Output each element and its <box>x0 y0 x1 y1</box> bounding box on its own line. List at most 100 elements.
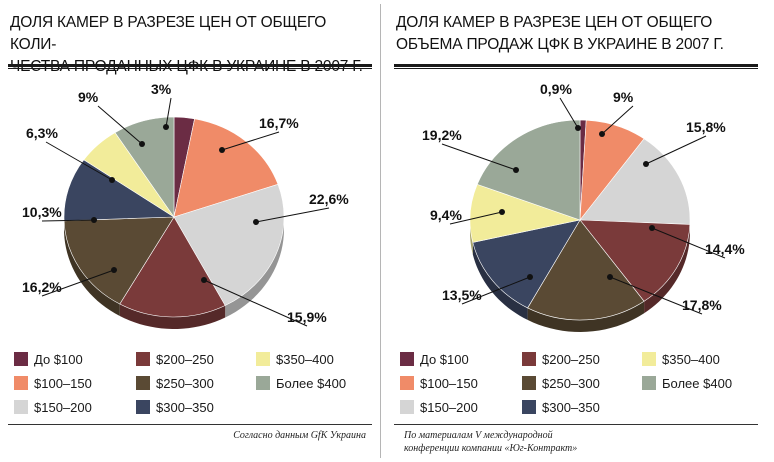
source-line: конференции компании «Юг-Контракт» <box>404 443 578 454</box>
pie-chart-revenue: 0,9% 9% 15,8% 14,4% 17,8% 13,5% 9,4% 19,2% <box>422 81 745 332</box>
pie-slice-side <box>527 301 645 332</box>
panel-separator <box>380 4 381 458</box>
data-label: 0,9% <box>540 81 572 97</box>
legend-swatch <box>256 376 270 390</box>
data-label: 9% <box>613 89 634 105</box>
legend-item: $200–250 <box>136 350 214 368</box>
data-label: 9% <box>78 89 99 105</box>
data-label: 22,6% <box>309 191 349 207</box>
legend-item: Более $400 <box>256 374 346 392</box>
leader-line <box>165 97 172 128</box>
pie-slice <box>579 138 691 225</box>
data-label: 3% <box>151 81 172 97</box>
leader-dot <box>111 267 117 273</box>
leader-dot <box>109 177 115 183</box>
leader-line <box>461 276 531 305</box>
leader-dot <box>527 274 533 280</box>
legend-label: $300–350 <box>156 399 214 415</box>
pie-slice-side <box>64 220 120 317</box>
chart-legend: До $100 $100–150 $150–200 $200–250 $250–300 $… <box>10 350 372 426</box>
legend-label: $350–400 <box>276 351 334 367</box>
legend-swatch <box>522 352 536 366</box>
legend-label: $100–150 <box>420 375 478 391</box>
leader-line <box>41 269 115 297</box>
source-note: По материалам V международной конференци… <box>404 429 577 455</box>
chart-panel-revenue: ДОЛЯ КАМЕР В РАЗРЕЗЕ ЦЕН ОТ ОБЩЕГО ОБЪЕМ… <box>390 0 762 462</box>
data-label: 16,7% <box>259 115 299 131</box>
legend-item: До $100 <box>14 350 83 368</box>
legend-item: $250–300 <box>136 374 214 392</box>
leader-dot <box>599 131 605 137</box>
pie-slice <box>579 219 691 302</box>
data-label: 16,2% <box>22 279 62 295</box>
chart-title-line: ДОЛЯ КАМЕР В РАЗРЕЗЕ ЦЕН ОТ ОБЩЕГО <box>396 14 713 31</box>
pie-chart-units: 3% 16,7% 22,6% 15,9% 16,2% 10,3% 6,3% 9% <box>22 81 349 329</box>
data-label: 15,9% <box>287 309 327 325</box>
legend-item: До $100 <box>400 350 469 368</box>
leader-dot <box>219 147 225 153</box>
leader-dot <box>201 277 207 283</box>
leader-dot <box>139 141 145 147</box>
leader-dot <box>649 225 655 231</box>
legend-swatch <box>136 400 150 414</box>
leader-line <box>601 105 634 135</box>
footer-rule <box>394 424 758 425</box>
legend-swatch <box>136 376 150 390</box>
legend-label: Более $400 <box>662 375 733 391</box>
footer-rule <box>8 424 372 425</box>
leader-line <box>97 105 143 145</box>
legend-swatch <box>400 400 414 414</box>
pie-slice <box>63 159 175 222</box>
pie-slice <box>63 216 175 305</box>
leader-line <box>221 131 280 151</box>
legend-item: $150–200 <box>14 398 92 416</box>
legend-swatch <box>14 376 28 390</box>
data-label: 14,4% <box>705 241 745 257</box>
leader-line <box>41 219 95 222</box>
leader-dot <box>513 167 519 173</box>
pie-slice <box>114 116 175 218</box>
legend-label: $150–200 <box>34 399 92 415</box>
legend-label: $200–250 <box>542 351 600 367</box>
data-label: 13,5% <box>442 287 482 303</box>
data-label: 19,2% <box>422 127 462 143</box>
chart-legend: До $100 $100–150 $150–200 $200–250 $250–300 $… <box>396 350 758 426</box>
legend-swatch <box>642 376 656 390</box>
leader-dot <box>607 274 613 280</box>
chart-title-line: ОБЪЕМА ПРОДАЖ ЦФК В УКРАИНЕ В 2007 г. <box>396 36 724 53</box>
legend-label: $350–400 <box>662 351 720 367</box>
title-rule <box>394 64 758 67</box>
pie-slice-side <box>644 224 690 314</box>
leader-line <box>45 141 113 181</box>
leader-dot <box>91 217 97 223</box>
legend-swatch <box>642 352 656 366</box>
legend-label: До $100 <box>34 351 83 367</box>
legend-item: $300–350 <box>522 398 600 416</box>
leader-dot <box>253 219 259 225</box>
legend-label: $300–350 <box>542 399 600 415</box>
leader-line <box>449 211 503 225</box>
pie-slice <box>173 183 285 306</box>
legend-item: $150–200 <box>400 398 478 416</box>
leader-line <box>609 276 703 315</box>
legend-item: $200–250 <box>522 350 600 368</box>
leader-line <box>203 279 308 327</box>
pie-slice <box>472 219 581 309</box>
source-note: Согласно данным GfK Украина <box>233 430 366 441</box>
legend-swatch <box>136 352 150 366</box>
leader-line <box>255 207 330 223</box>
legend-item: $350–400 <box>642 350 720 368</box>
legend-swatch <box>400 352 414 366</box>
chart-title-line: ДОЛЯ КАМЕР В РАЗРЕЗЕ ЦЕН ОТ ОБЩЕГО КОЛИ- <box>10 14 327 53</box>
legend-item: $350–400 <box>256 350 334 368</box>
title-rule-thin <box>394 68 758 69</box>
legend-swatch <box>400 376 414 390</box>
legend-swatch <box>522 400 536 414</box>
legend-label: $100–150 <box>34 375 92 391</box>
leader-dot <box>575 125 581 131</box>
leader-dot <box>499 209 505 215</box>
data-label: 6,3% <box>26 125 58 141</box>
legend-item: $250–300 <box>522 374 600 392</box>
legend-item: Более $400 <box>642 374 732 392</box>
leader-line <box>645 135 707 165</box>
